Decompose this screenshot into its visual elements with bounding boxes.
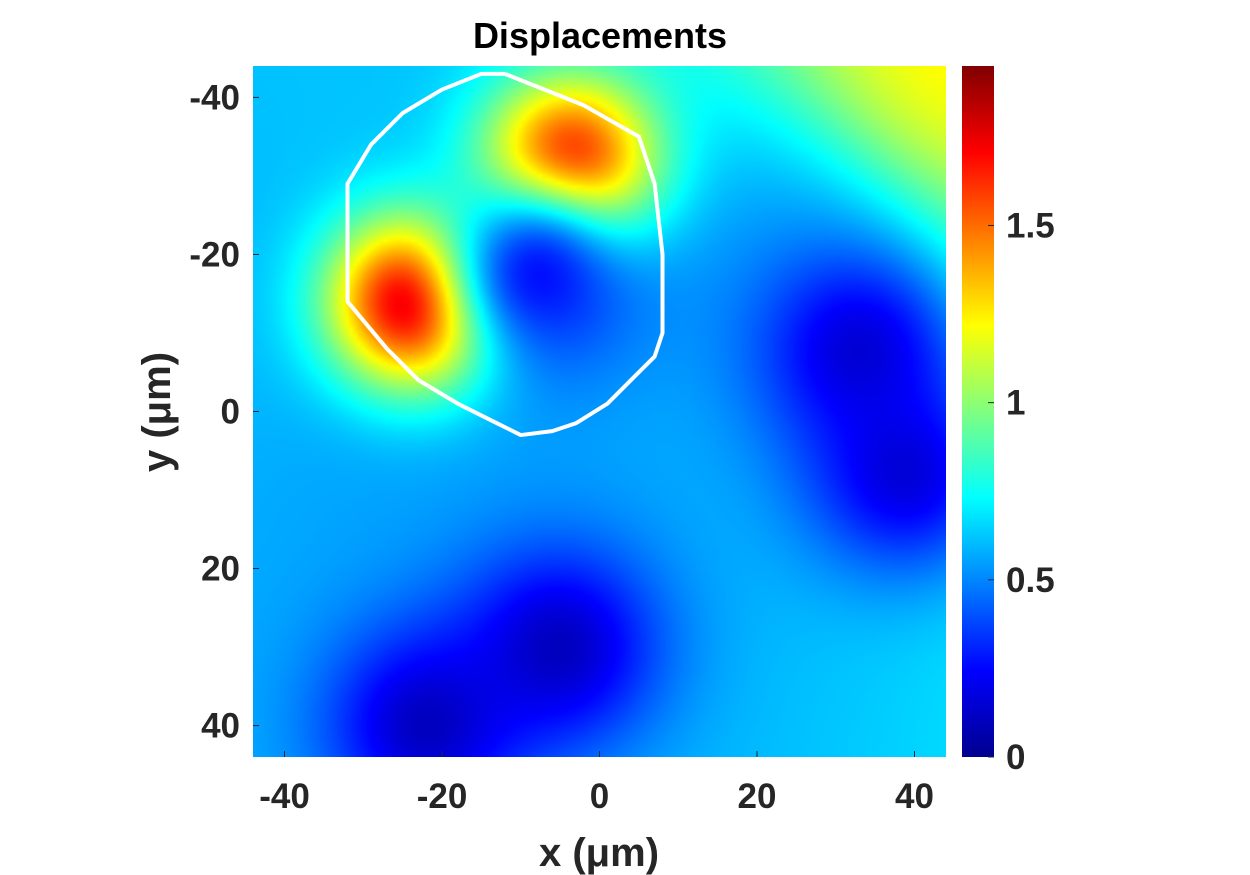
plot-area <box>253 66 946 757</box>
x-tick-label: 40 <box>895 777 934 816</box>
colorbar-tick-label: 0.5 <box>1006 561 1055 600</box>
x-tick-label: 0 <box>590 777 609 816</box>
heatmap-surface <box>253 66 946 757</box>
y-tick-label: -20 <box>189 235 240 274</box>
chart-title: Displacements <box>473 15 727 56</box>
x-axis: -40 -20 0 20 40 <box>259 751 934 816</box>
colorbar-tick-label: 1.5 <box>1006 206 1055 245</box>
x-tick-label: -40 <box>259 777 310 816</box>
y-tick-label: 0 <box>221 393 240 432</box>
colorbar-bar <box>962 66 994 757</box>
y-tick-label: -40 <box>189 78 240 117</box>
x-tick-label: 20 <box>738 777 777 816</box>
colorbar: 0 0.5 1 1.5 <box>962 66 1055 777</box>
y-axis: -40 -20 0 20 40 <box>189 78 259 746</box>
colorbar-ticks: 0 0.5 1 1.5 <box>988 206 1055 777</box>
x-axis-label: x (μm) <box>539 831 659 875</box>
y-axis-label: y (μm) <box>135 352 179 472</box>
colorbar-tick-label: 1 <box>1006 384 1025 423</box>
x-tick-label: -20 <box>417 777 468 816</box>
y-tick-label: 40 <box>201 707 240 746</box>
colorbar-tick-label: 0 <box>1006 738 1025 777</box>
cell-outline <box>345 71 665 438</box>
y-tick-label: 20 <box>201 550 240 589</box>
